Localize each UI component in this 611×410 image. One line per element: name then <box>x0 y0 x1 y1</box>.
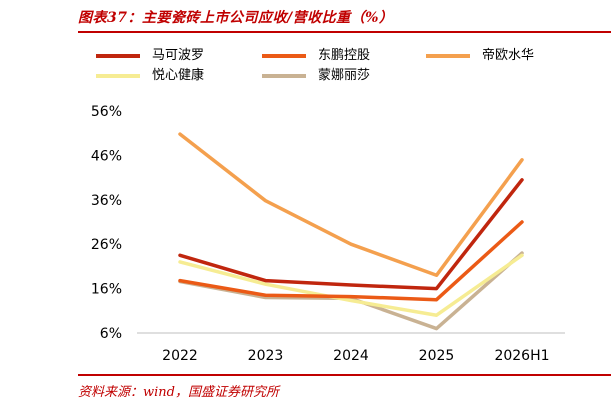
series-line-0 <box>178 178 524 291</box>
x-tick-label: 2023 <box>248 348 284 364</box>
legend-swatch <box>426 54 470 58</box>
x-axis-ticks: 2022 2023 2024 2025 2026H1 <box>162 348 549 364</box>
chart-legend: 马可波罗 东鹏控股 帝欧水华 悦心健康 蒙娜丽莎 <box>96 47 596 87</box>
series-lines <box>178 132 524 331</box>
y-tick-label: 46% <box>91 148 122 164</box>
series-line-2 <box>178 132 524 278</box>
x-tick-label: 2025 <box>419 348 455 364</box>
y-tick-label: 6% <box>100 326 122 342</box>
series-line-1 <box>178 220 524 302</box>
legend-label: 蒙娜丽莎 <box>318 68 371 83</box>
y-tick-label: 56% <box>91 104 122 120</box>
figure-source: 资料来源：wind，国盛证券研究所 <box>78 385 279 400</box>
title-rule <box>78 31 611 33</box>
source-rule <box>78 374 611 376</box>
legend-label: 帝欧水华 <box>482 48 535 63</box>
legend-label: 悦心健康 <box>152 68 205 83</box>
y-axis-ticks: 56% 46% 36% 26% 16% 6% <box>91 104 122 342</box>
x-tick-label: 2026H1 <box>494 348 549 364</box>
y-tick-label: 16% <box>91 282 122 298</box>
legend-swatch <box>96 74 140 78</box>
figure-title: 图表37：主要瓷砖上市公司应收/营收比重（%） <box>78 10 394 26</box>
y-tick-label: 36% <box>91 193 122 209</box>
series-line-4 <box>178 251 524 331</box>
x-tick-label: 2022 <box>162 348 198 364</box>
legend-swatch <box>262 54 306 58</box>
legend-label: 马可波罗 <box>152 48 205 63</box>
y-tick-label: 26% <box>91 237 122 253</box>
legend-label: 东鹏控股 <box>318 48 371 63</box>
legend-swatch <box>262 74 306 78</box>
x-tick-label: 2024 <box>333 348 369 364</box>
legend-swatch <box>96 54 140 58</box>
series-line-3 <box>178 253 524 317</box>
